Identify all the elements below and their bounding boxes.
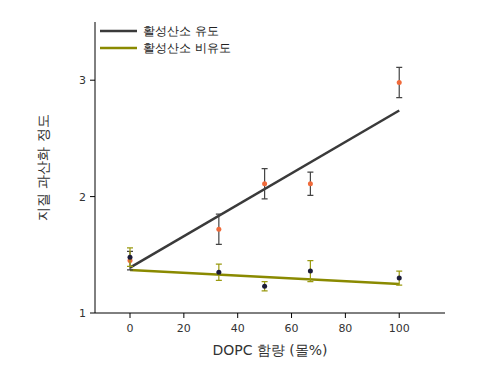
plot-marks <box>127 67 402 290</box>
legend-label: 활성산소 비유도 <box>143 41 231 55</box>
x-tick <box>399 313 400 318</box>
error-bar <box>216 264 222 280</box>
y-tick-label: 1 <box>79 307 86 320</box>
x-tick-label: 40 <box>231 322 245 335</box>
y-tick <box>90 80 95 81</box>
legend-swatch <box>100 30 137 33</box>
data-point <box>397 276 402 281</box>
data-point <box>308 181 313 186</box>
x-tick <box>345 313 346 318</box>
y-tick <box>90 196 95 197</box>
x-tick <box>291 313 292 318</box>
x-tick <box>237 313 238 318</box>
x-axis-label: DOPC 함량 (몰%) <box>212 342 327 358</box>
error-bar <box>307 172 313 195</box>
data-point <box>262 181 267 186</box>
legend-label: 활성산소 유도 <box>143 24 219 38</box>
x-tick-label: 100 <box>389 322 410 335</box>
y-axis-label: 지질 과산화 정도 <box>35 114 51 221</box>
x-tick <box>130 313 131 318</box>
x-tick-label: 0 <box>127 322 134 335</box>
data-point <box>128 255 133 260</box>
data-point <box>216 227 221 232</box>
error-bar <box>216 214 222 244</box>
error-bar <box>262 169 268 199</box>
legend-swatch <box>100 47 137 50</box>
error-bar <box>262 282 268 291</box>
error-bar <box>127 248 133 267</box>
y-axis <box>95 22 96 313</box>
error-bar <box>396 67 402 97</box>
x-tick <box>183 313 184 318</box>
x-tick-label: 20 <box>177 322 191 335</box>
error-bar <box>396 271 402 285</box>
data-point <box>397 80 402 85</box>
x-axis <box>95 313 445 314</box>
legend: 활성산소 유도활성산소 비유도 <box>100 24 231 55</box>
y-tick-label: 2 <box>79 191 86 204</box>
x-tick-label: 80 <box>338 322 352 335</box>
y-tick-label: 3 <box>79 74 86 87</box>
data-point <box>216 270 221 275</box>
x-tick-label: 60 <box>285 322 299 335</box>
data-point <box>262 284 267 289</box>
chart: 0 20 40 60 80 100 1 2 3 DOPC 함량 (몰%) 지질 과산화 정도 활성산소… <box>0 0 496 365</box>
fit-line <box>130 110 399 267</box>
error-bar <box>307 261 313 282</box>
data-point <box>308 269 313 274</box>
y-tick <box>90 313 95 314</box>
